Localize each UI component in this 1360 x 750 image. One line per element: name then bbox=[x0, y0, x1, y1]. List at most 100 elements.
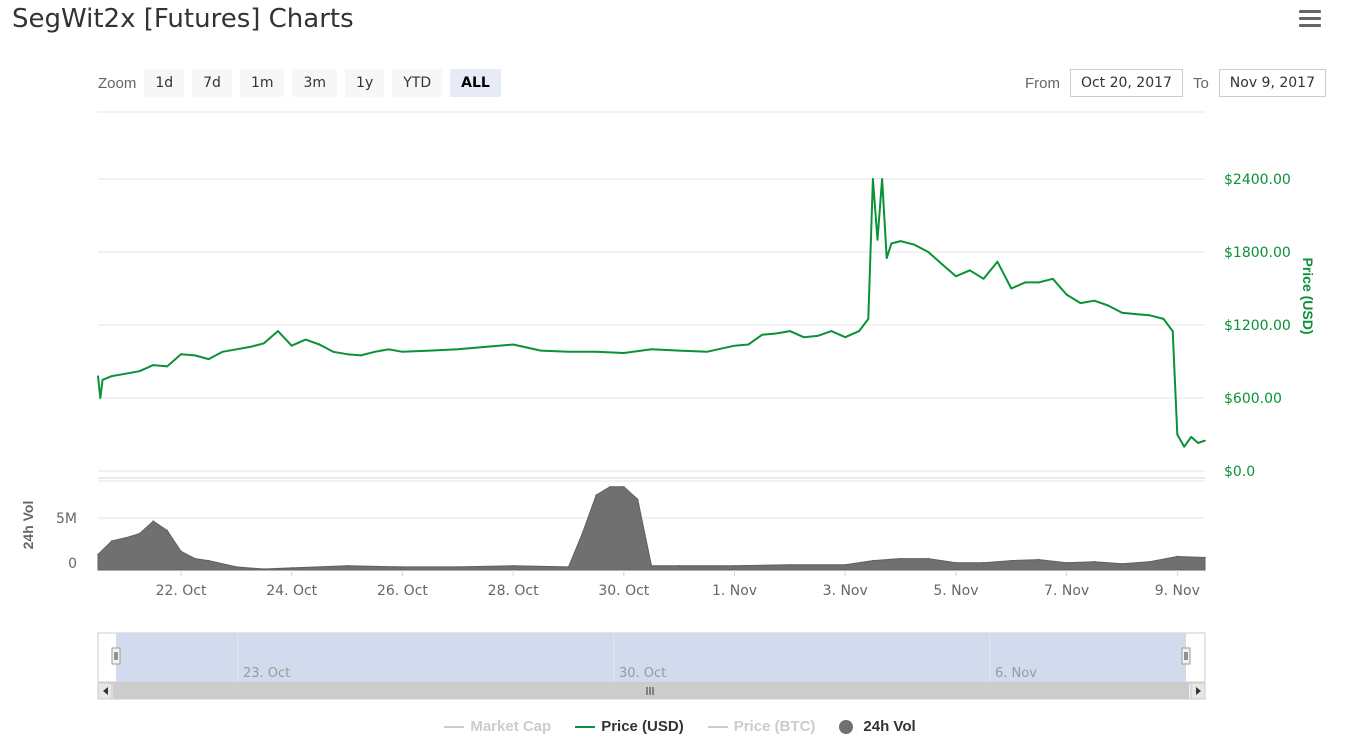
volume-point bbox=[1093, 560, 1096, 563]
price-point bbox=[623, 352, 625, 354]
price-point bbox=[180, 353, 182, 356]
volume-point bbox=[138, 532, 141, 535]
price-point bbox=[97, 375, 99, 377]
volume-point bbox=[789, 564, 791, 566]
volume-point bbox=[1038, 558, 1040, 561]
price-point bbox=[346, 353, 348, 356]
to-date-input[interactable]: Nov 9, 2017 bbox=[1218, 69, 1326, 97]
volume-point bbox=[235, 566, 238, 568]
legend-item-price-usd[interactable]: Price (USD) bbox=[575, 718, 684, 735]
price-point bbox=[1038, 281, 1040, 284]
price-point bbox=[844, 336, 847, 338]
volume-point bbox=[844, 564, 847, 566]
chart-legend: Market Cap Price (USD) Price (BTC) 24h V… bbox=[0, 718, 1360, 735]
legend-label: Market Cap bbox=[470, 718, 552, 735]
price-point bbox=[996, 260, 999, 263]
price-point bbox=[595, 350, 597, 353]
volume-axis-title: 24h Vol bbox=[20, 501, 36, 550]
price-point bbox=[733, 344, 736, 347]
price-point bbox=[1010, 287, 1013, 290]
price-point bbox=[890, 242, 893, 245]
volume-point bbox=[678, 565, 680, 567]
price-point bbox=[1135, 313, 1137, 315]
volume-point bbox=[623, 486, 625, 488]
hamburger-menu-icon[interactable] bbox=[1299, 10, 1321, 28]
navigator-selection[interactable] bbox=[116, 633, 1186, 682]
page-title: SegWit2x [Futures] Charts bbox=[12, 4, 354, 34]
price-point bbox=[876, 239, 879, 241]
volume-area bbox=[97, 486, 1206, 571]
price-point bbox=[360, 354, 362, 357]
zoom-button-all[interactable]: ALL bbox=[450, 69, 501, 97]
chevron-right-icon bbox=[1196, 687, 1201, 695]
legend-item-market-cap[interactable]: Market Cap bbox=[444, 718, 551, 735]
price-point bbox=[318, 343, 321, 346]
price-point bbox=[885, 257, 888, 259]
price-point bbox=[881, 178, 883, 180]
volume-point bbox=[636, 498, 639, 501]
volume-point bbox=[207, 559, 210, 562]
volume-point bbox=[512, 565, 514, 567]
volume-point bbox=[194, 557, 196, 560]
price-point bbox=[747, 343, 750, 346]
price-tick-label: $1800.00 bbox=[1224, 245, 1291, 261]
legend-item-price-btc[interactable]: Price (BTC) bbox=[707, 718, 815, 735]
volume-point bbox=[180, 550, 182, 553]
price-point bbox=[1121, 312, 1123, 314]
from-date-input[interactable]: Oct 20, 2017 bbox=[1069, 69, 1183, 97]
price-line bbox=[97, 178, 1206, 448]
price-point bbox=[706, 350, 708, 353]
volume-point bbox=[927, 557, 930, 560]
price-point bbox=[429, 349, 431, 352]
zoom-button-1m[interactable]: 1m bbox=[239, 69, 285, 97]
price-point bbox=[249, 346, 252, 348]
volume-point bbox=[1176, 555, 1179, 558]
zoom-button-7d[interactable]: 7d bbox=[192, 69, 232, 97]
zoom-button-ytd[interactable]: YTD bbox=[392, 69, 443, 97]
volume-point bbox=[456, 566, 459, 568]
grid-layer bbox=[98, 111, 1205, 571]
price-point bbox=[101, 378, 104, 381]
price-point bbox=[111, 375, 113, 377]
price-axis-title: Price (USD) bbox=[1300, 257, 1316, 334]
zoom-button-1y[interactable]: 1y bbox=[345, 69, 385, 97]
zoom-button-1d[interactable]: 1d bbox=[144, 69, 185, 97]
price-point bbox=[830, 330, 833, 332]
legend-item-24h-vol[interactable]: 24h Vol bbox=[839, 718, 916, 735]
price-point bbox=[456, 348, 459, 351]
price-point bbox=[941, 263, 943, 265]
price-point bbox=[332, 350, 335, 353]
volume-point bbox=[124, 536, 127, 539]
zoom-button-3m[interactable]: 3m bbox=[292, 69, 338, 97]
price-point bbox=[1107, 304, 1109, 307]
volume-point bbox=[899, 557, 902, 560]
price-point bbox=[235, 348, 238, 351]
volume-point bbox=[567, 566, 570, 568]
price-point bbox=[867, 318, 870, 320]
navigator-handle[interactable] bbox=[111, 647, 121, 665]
volume-point bbox=[733, 565, 736, 567]
price-point bbox=[166, 365, 168, 368]
price-point bbox=[277, 330, 279, 332]
legend-line-icon bbox=[707, 725, 728, 728]
scrollbar-thumb[interactable] bbox=[113, 683, 1189, 699]
price-point bbox=[207, 358, 210, 360]
price-point bbox=[1079, 302, 1082, 304]
price-point bbox=[1176, 433, 1179, 436]
volume-point bbox=[609, 486, 611, 488]
price-point bbox=[968, 269, 971, 272]
price-point bbox=[512, 343, 514, 346]
price-point bbox=[1190, 436, 1192, 438]
price-point bbox=[761, 333, 763, 336]
date-range-selector: From Oct 20, 2017 To Nov 9, 2017 bbox=[1015, 69, 1326, 97]
volume-point bbox=[982, 561, 985, 564]
volume-point bbox=[263, 568, 265, 570]
x-tick-label: 30. Oct bbox=[598, 583, 649, 599]
price-point bbox=[373, 350, 376, 353]
price-point bbox=[1024, 281, 1026, 284]
price-point bbox=[1197, 442, 1199, 444]
navigator-handle[interactable] bbox=[1181, 647, 1191, 665]
price-point bbox=[982, 277, 985, 280]
from-label: From bbox=[1024, 74, 1060, 92]
